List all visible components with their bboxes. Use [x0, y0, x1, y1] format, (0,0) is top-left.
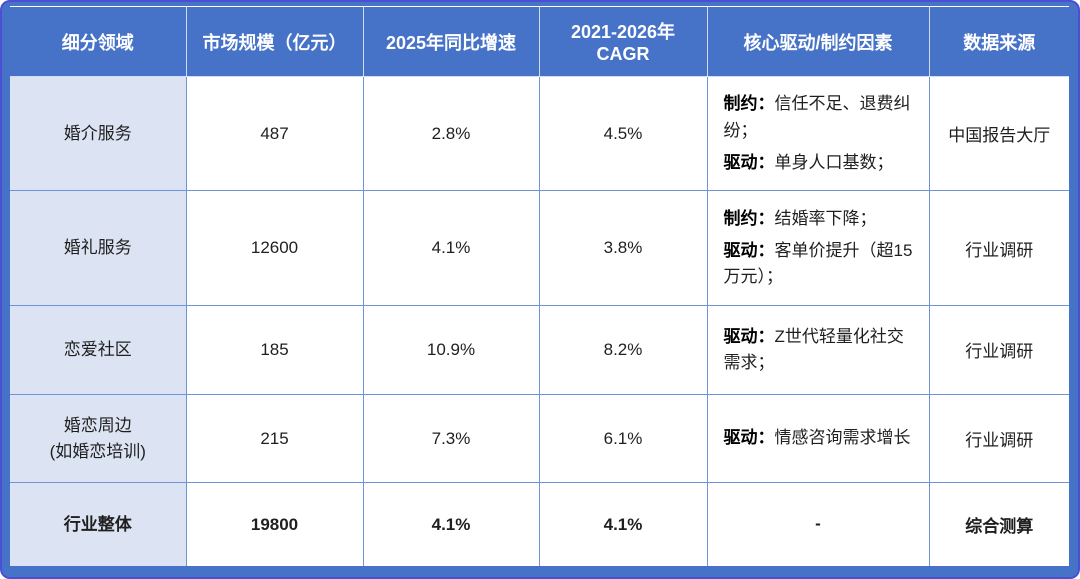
cell-cagr: 8.2% — [538, 304, 708, 395]
cell-cagr: 4.1% — [538, 482, 708, 566]
factor-label: 驱动： — [723, 152, 775, 172]
col-header-factors: 核心驱动/制约因素 — [706, 6, 930, 77]
cell-market-size: 12600 — [185, 190, 364, 306]
cell-yoy-growth: 4.1% — [362, 190, 540, 306]
cell-factors: 制约：结婚率下降； 驱动：客单价提升（超15万元）； — [706, 190, 930, 306]
cell-segment: 行业整体 — [10, 482, 187, 566]
table-row: 婚介服务 487 2.8% 4.5% 制约：信任不足、退费纠纷； 驱动：单身人口基数； 中国… — [10, 75, 1069, 192]
factor-line: 驱动：单身人口基数； — [723, 152, 894, 172]
table-row: 婚礼服务 12600 4.1% 3.8% 制约：结婚率下降； 驱动：客单价提升（超15万元… — [10, 190, 1069, 306]
factor-line: 驱动：Z世代轻量化社交需求； — [723, 326, 904, 372]
col-header-market-size: 市场规模（亿元） — [185, 6, 364, 77]
col-header-cagr: 2021-2026年 CAGR — [538, 6, 708, 77]
table-header: 细分领域 市场规模（亿元） 2025年同比增速 2021-2026年 CAGR … — [10, 6, 1069, 77]
cell-yoy-growth: 2.8% — [362, 75, 540, 192]
cell-yoy-growth: 10.9% — [362, 304, 540, 395]
cell-source: 行业调研 — [928, 393, 1069, 484]
cell-market-size: 185 — [185, 304, 364, 395]
cell-source: 行业调研 — [928, 190, 1069, 306]
factor-line: 制约：信任不足、退费纠纷； — [723, 94, 911, 140]
cell-segment: 婚礼服务 — [10, 190, 187, 306]
header-row: 细分领域 市场规模（亿元） 2025年同比增速 2021-2026年 CAGR … — [10, 6, 1069, 77]
factor-line: 驱动：情感咨询需求增长 — [723, 428, 911, 448]
cell-segment: 婚恋周边 (如婚恋培训) — [10, 393, 187, 484]
cell-factors: 驱动：情感咨询需求增长 — [706, 393, 930, 484]
table-body: 婚介服务 487 2.8% 4.5% 制约：信任不足、退费纠纷； 驱动：单身人口基数； 中国… — [10, 75, 1069, 566]
cell-segment: 婚介服务 — [10, 75, 187, 192]
factor-label: 驱动： — [723, 240, 775, 260]
cell-cagr: 3.8% — [538, 190, 708, 306]
cell-yoy-growth: 7.3% — [362, 393, 540, 484]
cell-market-size: 487 — [185, 75, 364, 192]
cell-segment: 恋爱社区 — [10, 304, 187, 395]
cell-market-size: 19800 — [185, 482, 364, 566]
factor-label: 驱动： — [723, 326, 775, 346]
table-row: 恋爱社区 185 10.9% 8.2% 驱动：Z世代轻量化社交需求； 行业调研 — [10, 304, 1069, 395]
cell-cagr: 6.1% — [538, 393, 708, 484]
cell-source: 综合测算 — [928, 482, 1069, 566]
factor-label: 驱动： — [723, 428, 775, 448]
cell-factors: - — [706, 482, 930, 566]
cell-factors: 驱动：Z世代轻量化社交需求； — [706, 304, 930, 395]
factor-line: 驱动：客单价提升（超15万元）； — [723, 240, 913, 287]
cell-yoy-growth: 4.1% — [362, 482, 540, 566]
cell-source: 中国报告大厅 — [928, 75, 1069, 192]
col-header-segment: 细分领域 — [10, 6, 187, 77]
table-row: 婚恋周边 (如婚恋培训) 215 7.3% 6.1% 驱动：情感咨询需求增长 行业调研 — [10, 393, 1069, 484]
cell-factors: 制约：信任不足、退费纠纷； 驱动：单身人口基数； — [706, 75, 930, 192]
cell-market-size: 215 — [185, 393, 364, 484]
col-header-yoy-growth: 2025年同比增速 — [362, 6, 540, 77]
cell-source: 行业调研 — [928, 304, 1069, 395]
factor-label: 制约： — [723, 94, 775, 114]
factor-label: 制约： — [723, 208, 775, 228]
table-row: 行业整体 19800 4.1% 4.1% - 综合测算 — [10, 482, 1069, 566]
factor-line: 制约：结婚率下降； — [723, 208, 877, 228]
col-header-source: 数据来源 — [928, 6, 1069, 77]
cell-cagr: 4.5% — [538, 75, 708, 192]
marriage-market-table: 细分领域 市场规模（亿元） 2025年同比增速 2021-2026年 CAGR … — [10, 6, 1069, 566]
